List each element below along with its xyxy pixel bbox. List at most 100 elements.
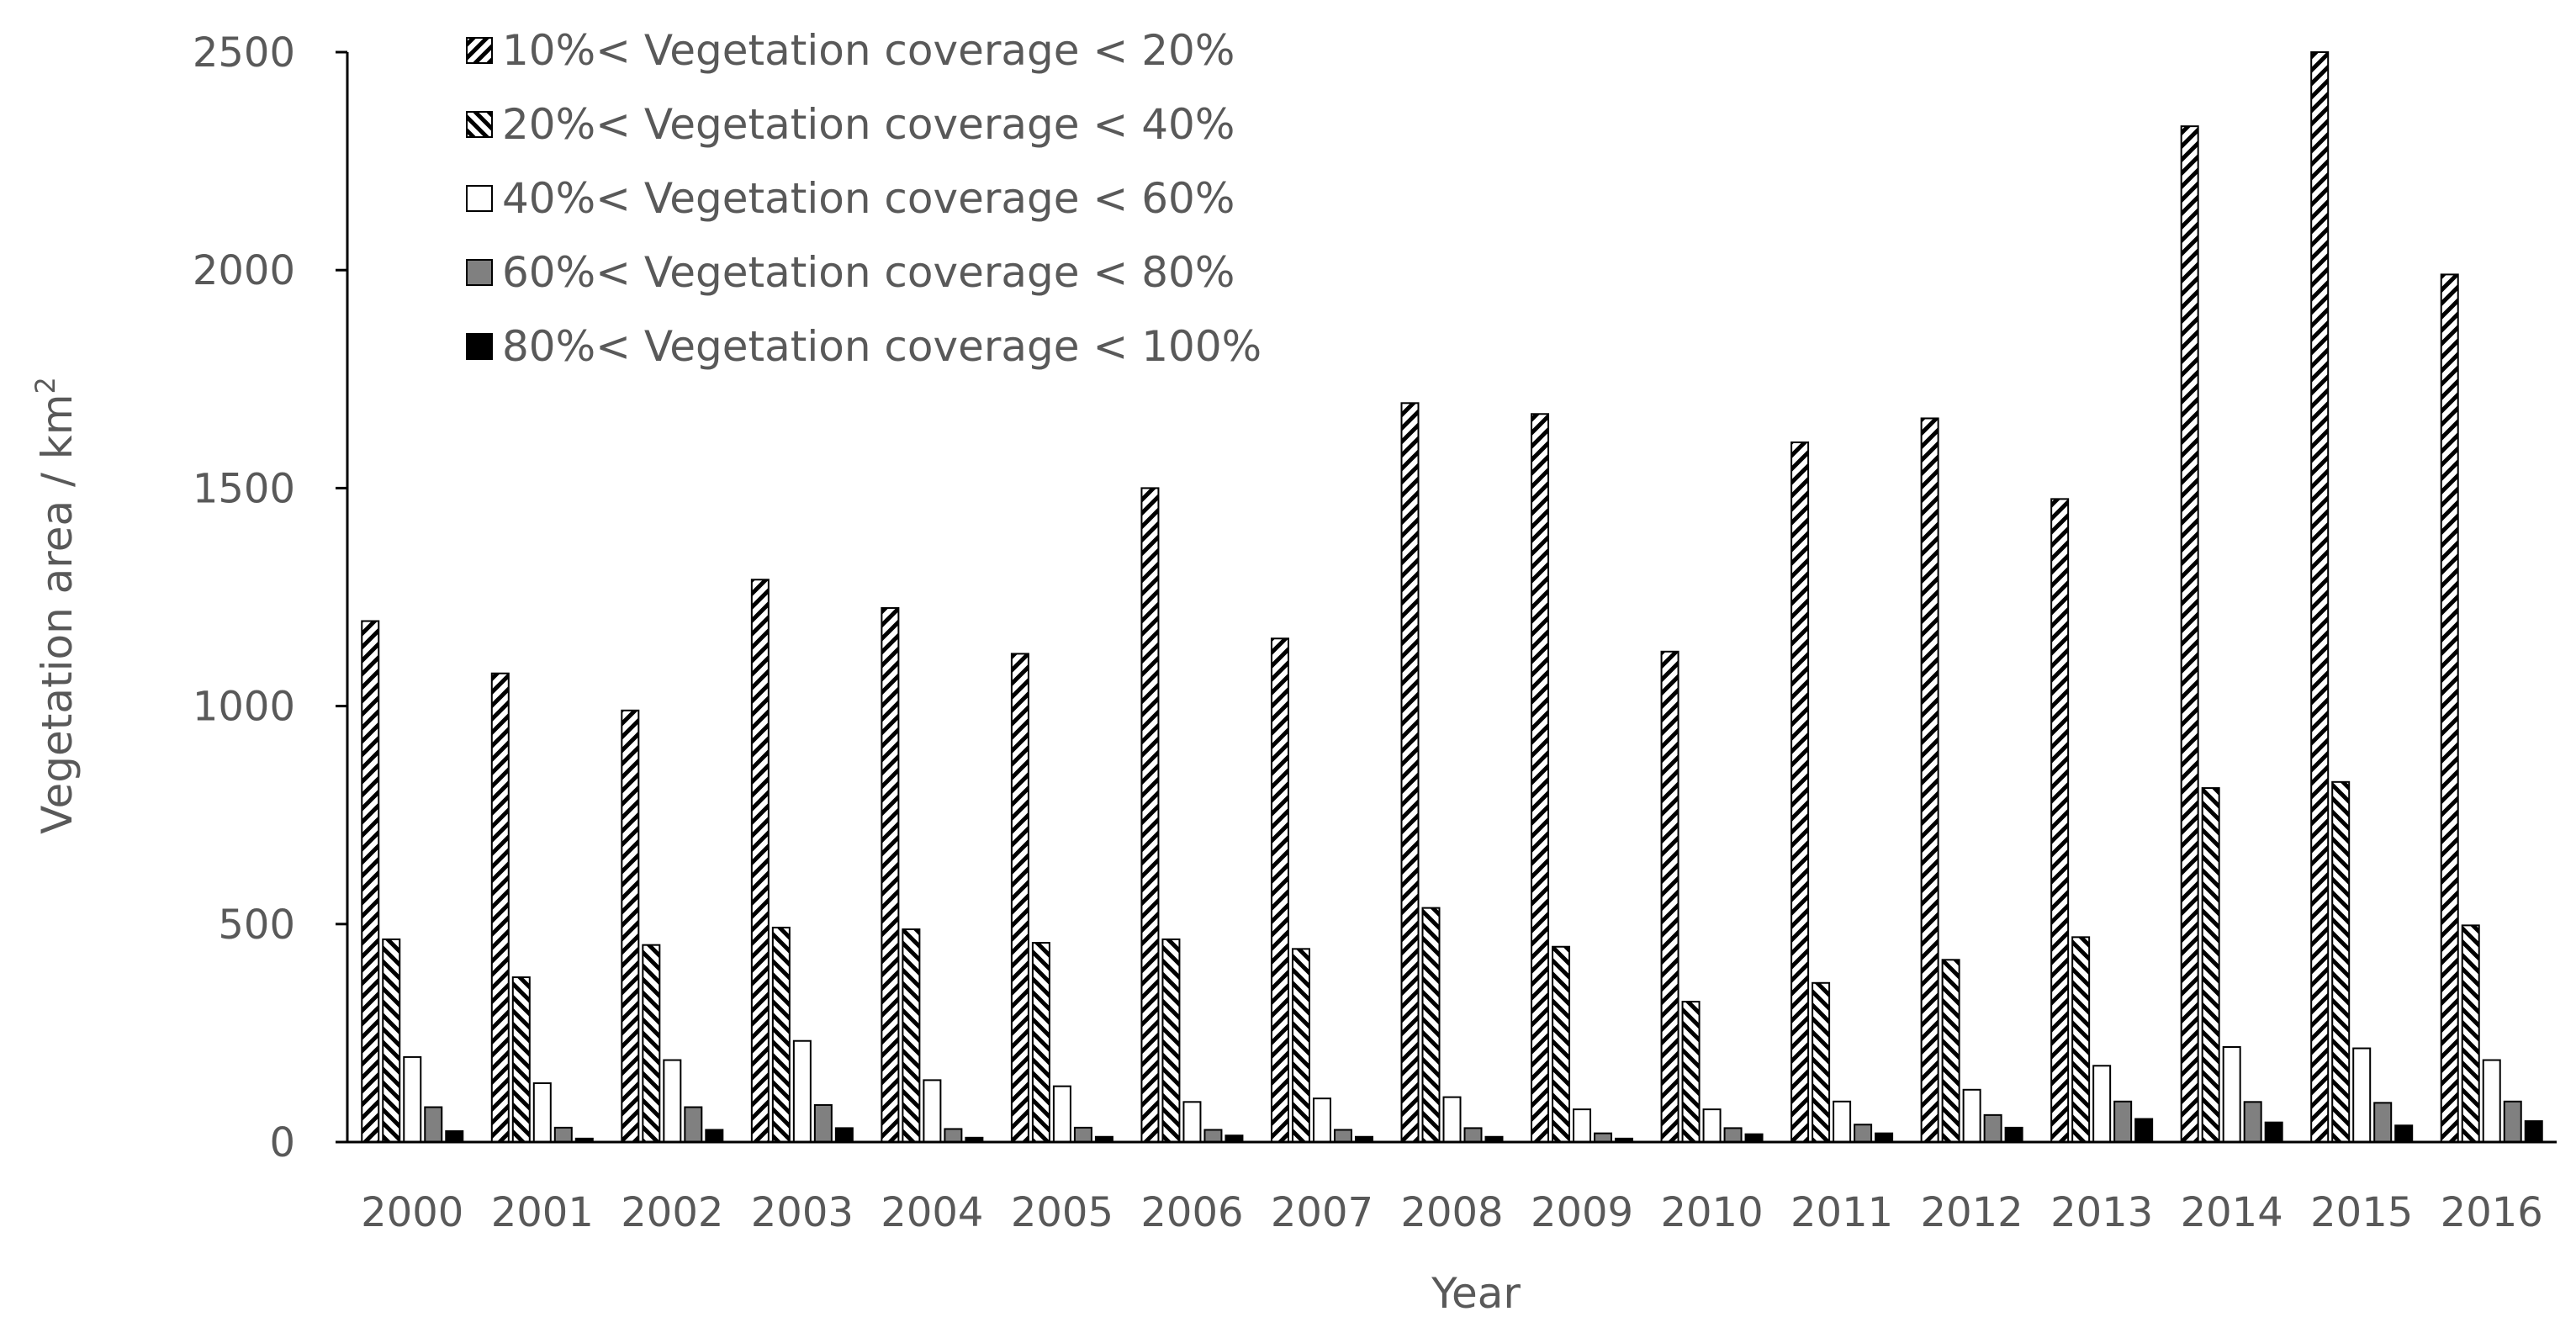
x-tick-label: 2008	[1400, 1189, 1503, 1236]
x-tick-label: 2015	[2310, 1189, 2413, 1236]
bar-2000-series-1	[361, 620, 380, 1143]
legend-label-1: 10%< Vegetation coverage < 20%	[502, 26, 1235, 75]
x-tick-label: 2004	[881, 1189, 983, 1236]
x-tick-label: 2012	[1921, 1189, 2023, 1236]
bar-2001-series-2	[511, 976, 531, 1143]
x-tick-label: 2013	[2050, 1189, 2153, 1236]
bar-2014-series-1	[2180, 125, 2199, 1143]
x-tick-label: 2009	[1531, 1189, 1633, 1236]
legend: 10%< Vegetation coverage < 20% 20%< Veget…	[466, 26, 1262, 371]
x-tick-label: 2016	[2441, 1189, 2543, 1236]
bar-2013-series-3	[2092, 1065, 2112, 1144]
bar-2015-series-2	[2331, 780, 2351, 1143]
x-tick-label: 2000	[361, 1189, 463, 1236]
x-axis-title: Year	[1431, 1269, 1521, 1318]
bar-2000-series-5	[445, 1130, 464, 1144]
x-tick-label: 2005	[1011, 1189, 1113, 1236]
x-tick-label: 2010	[1660, 1189, 1763, 1236]
x-tick-label: 2001	[491, 1189, 594, 1236]
bar-2010-series-3	[1702, 1108, 1722, 1143]
bar-2007-series-3	[1312, 1097, 1331, 1144]
legend-label-2: 20%< Vegetation coverage < 40%	[502, 100, 1235, 149]
bar-2001-series-3	[532, 1082, 552, 1143]
bar-2016-series-3	[2482, 1059, 2501, 1143]
bar-2005-series-2	[1031, 942, 1050, 1143]
bar-2011-series-1	[1791, 441, 1810, 1143]
legend-label-3: 40%< Vegetation coverage < 60%	[502, 174, 1235, 223]
x-tick-label: 2007	[1271, 1189, 1373, 1236]
bar-2015-series-1	[2310, 51, 2330, 1143]
bar-2012-series-2	[1941, 959, 1960, 1144]
bar-2014-series-4	[2243, 1101, 2262, 1144]
legend-swatch-3	[466, 185, 493, 212]
bar-2003-series-1	[750, 579, 770, 1143]
bar-2006-series-1	[1140, 487, 1160, 1143]
bar-2002-series-4	[684, 1106, 703, 1143]
bar-2016-series-5	[2524, 1120, 2543, 1144]
bar-2012-series-3	[1962, 1088, 1981, 1143]
bar-2010-series-2	[1681, 1001, 1701, 1143]
bar-2001-series-4	[553, 1126, 573, 1144]
x-tick-label: 2003	[751, 1189, 854, 1236]
legend-label-5: 80%< Vegetation coverage < 100%	[502, 322, 1262, 371]
x-tick-label: 2006	[1140, 1189, 1243, 1236]
bar-2011-series-2	[1812, 981, 1831, 1144]
bar-2013-series-1	[2050, 498, 2070, 1143]
bar-2003-series-3	[792, 1039, 812, 1143]
y-tick-label: 500	[218, 902, 295, 949]
x-axis-ticks: 2000 2001 2002 2003 2004 2005 2006 2007 2008 2009…	[361, 1189, 2543, 1236]
bar-2003-series-5	[834, 1127, 854, 1144]
y-axis-title-superscript: 2	[29, 377, 61, 394]
bar-2012-series-4	[1983, 1113, 2002, 1144]
bar-2002-series-3	[663, 1059, 682, 1143]
bar-2014-series-2	[2201, 787, 2220, 1143]
bar-2000-series-2	[382, 938, 401, 1143]
bar-2010-series-1	[1660, 650, 1679, 1143]
bar-2010-series-4	[1723, 1127, 1743, 1144]
legend-swatch-2	[466, 111, 493, 138]
bar-2004-series-3	[923, 1079, 942, 1144]
bar-2013-series-2	[2071, 936, 2091, 1144]
bar-2003-series-2	[771, 926, 791, 1143]
bar-2001-series-1	[490, 672, 510, 1143]
bar-2016-series-2	[2461, 924, 2480, 1144]
bar-2008-series-3	[1442, 1096, 1462, 1144]
y-tick-label: 2000	[193, 247, 295, 294]
bar-2000-series-4	[424, 1106, 443, 1143]
bar-2012-series-1	[1920, 417, 1939, 1143]
y-tick-label: 1000	[193, 684, 295, 731]
bar-2013-series-4	[2113, 1100, 2133, 1144]
x-tick-label: 2014	[2181, 1189, 2283, 1236]
bar-2006-series-2	[1161, 938, 1181, 1143]
y-tick-label: 0	[269, 1119, 295, 1166]
bar-2000-series-3	[403, 1055, 422, 1143]
y-tick-label: 1500	[193, 465, 295, 512]
bar-2015-series-5	[2394, 1124, 2414, 1143]
bar-2009-series-2	[1552, 945, 1571, 1144]
bar-2016-series-4	[2503, 1100, 2522, 1144]
bar-2008-series-1	[1400, 402, 1420, 1143]
bar-2009-series-1	[1531, 413, 1550, 1144]
bar-2002-series-5	[705, 1129, 724, 1143]
y-axis-title: Vegetation area / km2	[29, 377, 82, 834]
bar-2011-series-4	[1854, 1124, 1873, 1144]
bar-2005-series-3	[1052, 1085, 1071, 1143]
bar-2012-series-5	[2004, 1126, 2023, 1144]
bar-2006-series-4	[1203, 1129, 1223, 1143]
bar-2004-series-4	[944, 1128, 963, 1143]
bar-2005-series-4	[1073, 1126, 1092, 1144]
bar-2008-series-2	[1421, 907, 1441, 1143]
bar-2002-series-1	[621, 709, 640, 1143]
bar-2016-series-1	[2440, 273, 2459, 1143]
y-tick-label: 2500	[193, 29, 295, 77]
legend-swatch-5	[466, 333, 493, 360]
y-axis-title-main: Vegetation area / km	[33, 394, 82, 834]
x-tick-label: 2002	[621, 1189, 723, 1236]
bar-2004-series-2	[902, 928, 921, 1143]
bar-2015-series-3	[2352, 1047, 2372, 1143]
bar-2009-series-3	[1573, 1108, 1592, 1143]
bar-2005-series-1	[1010, 653, 1029, 1143]
bar-2006-series-3	[1182, 1101, 1202, 1144]
bar-2007-series-1	[1270, 637, 1289, 1143]
